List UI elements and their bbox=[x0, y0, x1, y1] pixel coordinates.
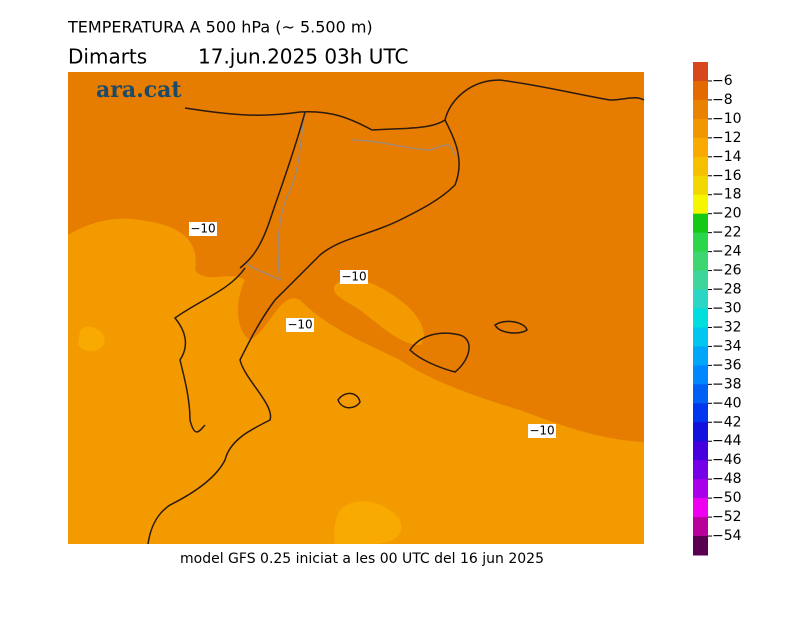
colorbar-label: −52 bbox=[712, 509, 742, 525]
contour-label-box bbox=[528, 424, 556, 438]
colorbar-label: −30 bbox=[712, 301, 742, 317]
colorbar-swatch bbox=[693, 403, 708, 423]
colorbar-label: −44 bbox=[712, 433, 742, 449]
colorbar-swatch bbox=[693, 327, 708, 347]
field-lightest bbox=[78, 326, 105, 352]
field-dark bbox=[68, 72, 644, 442]
colorbar-label: −34 bbox=[712, 338, 742, 354]
colorbar-swatch bbox=[693, 536, 708, 556]
colorbar-label: −42 bbox=[712, 414, 742, 430]
map bbox=[68, 72, 645, 545]
colorbar-label: −12 bbox=[712, 130, 742, 146]
colorbar-swatch bbox=[693, 251, 708, 272]
colorbar-label: −40 bbox=[712, 395, 742, 411]
colorbar-swatch bbox=[693, 118, 708, 139]
colorbar-swatch bbox=[693, 384, 708, 404]
colorbar-swatch bbox=[693, 194, 708, 215]
colorbar-swatch bbox=[693, 232, 708, 253]
contour-label-box bbox=[189, 222, 217, 236]
colorbar-swatch bbox=[693, 517, 708, 537]
contour-label: −10 bbox=[341, 270, 366, 284]
border bbox=[244, 111, 456, 282]
colorbar-swatch bbox=[693, 175, 708, 196]
colorbar-swatch bbox=[693, 80, 708, 101]
colorbar-swatch bbox=[693, 346, 708, 366]
border-dark bbox=[173, 111, 306, 433]
colorbar-label: −16 bbox=[712, 168, 742, 184]
colorbar-label: −18 bbox=[712, 187, 742, 203]
colorbar-swatch bbox=[693, 270, 708, 291]
island bbox=[337, 392, 361, 409]
colorbar-label: −32 bbox=[712, 319, 742, 335]
contour-label: −10 bbox=[529, 424, 554, 438]
colorbar-swatch bbox=[693, 365, 708, 385]
datetime: 17.jun.2025 03h UTC bbox=[198, 45, 408, 69]
colorbar-swatch bbox=[693, 308, 708, 328]
colorbar-label: −48 bbox=[712, 471, 742, 487]
field-light bbox=[334, 278, 424, 345]
colorbar-label: −14 bbox=[712, 149, 742, 165]
colorbar-label: −22 bbox=[712, 225, 742, 241]
colorbar-swatch bbox=[693, 137, 708, 158]
contour-label: −10 bbox=[287, 318, 312, 332]
colorbar-label: −26 bbox=[712, 263, 742, 279]
colorbar-label: −24 bbox=[712, 244, 742, 260]
title: TEMPERATURA A 500 hPa (~ 5.500 m) bbox=[67, 18, 373, 37]
colorbar-label: −8 bbox=[712, 92, 733, 108]
colorbar-label: −54 bbox=[712, 528, 742, 544]
colorbar-label: −6 bbox=[712, 73, 733, 89]
island bbox=[409, 332, 470, 373]
day: Dimarts bbox=[68, 45, 147, 69]
colorbar-label: −46 bbox=[712, 452, 742, 468]
footer: model GFS 0.25 iniciat a les 00 UTC del … bbox=[180, 551, 544, 567]
coastline bbox=[147, 119, 460, 545]
logo: ara.cat bbox=[96, 77, 182, 103]
contour-label-box bbox=[286, 318, 314, 332]
colorbar-swatch bbox=[693, 479, 708, 499]
colorbar-swatch bbox=[693, 213, 708, 234]
colorbar-swatch bbox=[693, 289, 708, 309]
island bbox=[494, 320, 528, 334]
colorbar-swatch bbox=[693, 99, 708, 120]
colorbar-label: −38 bbox=[712, 376, 742, 392]
colorbar-swatch bbox=[693, 498, 708, 518]
colorbar-swatch bbox=[693, 62, 708, 82]
colorbar-label: −10 bbox=[712, 111, 742, 127]
colorbar-swatch bbox=[693, 441, 708, 461]
colorbar-label: −20 bbox=[712, 206, 742, 222]
contour-labels: −10 −10 −10 −10 bbox=[189, 222, 556, 438]
colorbar: −6 −8 −10 −12 −14 −16 −18 −20 −22 −24 −26 −28 −30 −32… bbox=[693, 62, 742, 556]
colorbar-label: −50 bbox=[712, 490, 742, 506]
field-lightest bbox=[334, 501, 402, 544]
contour-label: −10 bbox=[190, 222, 215, 236]
colorbar-label: −36 bbox=[712, 357, 742, 373]
colorbar-swatch bbox=[693, 460, 708, 480]
colorbar-swatch bbox=[693, 422, 708, 442]
colorbar-label: −28 bbox=[712, 282, 742, 298]
contour-label-box bbox=[340, 270, 368, 284]
colorbar-swatch bbox=[693, 156, 708, 177]
